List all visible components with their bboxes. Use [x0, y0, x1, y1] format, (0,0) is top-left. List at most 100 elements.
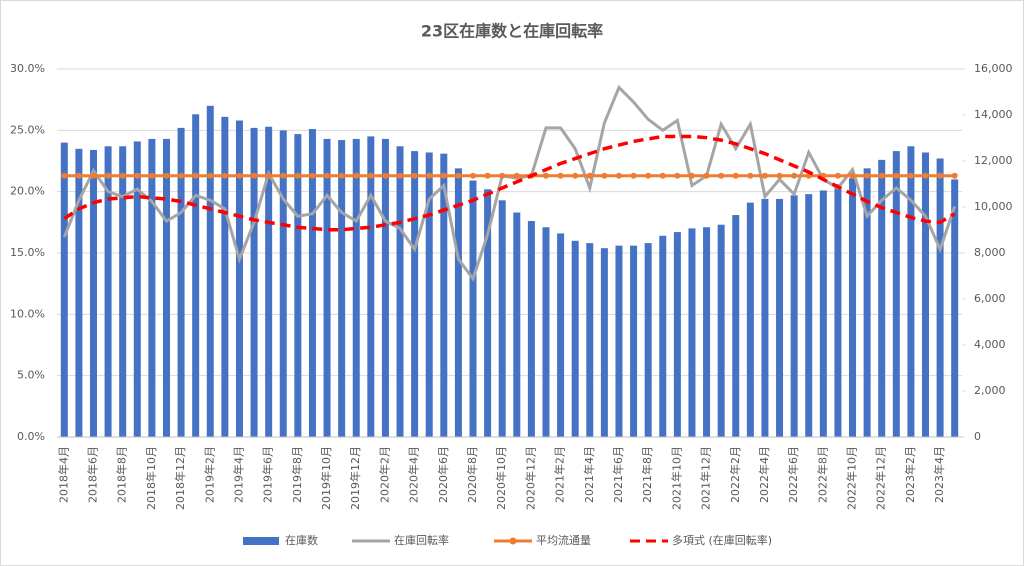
y2-tick-label: 0: [974, 430, 981, 443]
x-tick-label: 2018年10月: [144, 446, 158, 510]
bar: [527, 221, 535, 437]
legend-label: 在庫回転率: [394, 533, 449, 547]
bar: [673, 232, 681, 437]
x-tick-label: 2018年4月: [56, 446, 70, 503]
bar: [89, 149, 97, 437]
bar: [586, 243, 594, 437]
x-tick-label: 2021年4月: [582, 446, 596, 503]
line-marker: [659, 172, 666, 179]
line-marker: [615, 172, 622, 179]
y-tick-label: 30.0%: [10, 62, 45, 75]
legend-marker: [509, 537, 517, 545]
bar: [323, 138, 331, 438]
line-marker: [688, 172, 695, 179]
x-tick-label: 2022年8月: [815, 446, 829, 503]
line-marker: [586, 172, 593, 179]
x-tick-label: 2021年2月: [553, 446, 567, 503]
line-marker: [674, 172, 681, 179]
bar: [367, 136, 375, 437]
y-tick-label: 0.0%: [17, 430, 45, 443]
line-marker: [455, 172, 462, 179]
y2-tick-label: 6,000: [974, 292, 1006, 305]
line-marker: [937, 172, 944, 179]
x-tick-label: 2019年2月: [202, 446, 216, 503]
x-tick-label: 2020年12月: [523, 446, 537, 510]
line-marker: [601, 172, 608, 179]
y-tick-label: 5.0%: [17, 369, 45, 382]
line-marker: [761, 172, 768, 179]
line-marker: [207, 172, 214, 179]
bar: [119, 146, 127, 437]
line-marker: [484, 172, 491, 179]
line-marker: [922, 172, 929, 179]
bar: [717, 224, 725, 437]
line-marker: [353, 172, 360, 179]
bar: [221, 116, 229, 437]
bar: [411, 151, 419, 438]
bar: [892, 151, 900, 438]
bar: [805, 194, 813, 437]
y2-tick-label: 8,000: [974, 246, 1006, 259]
line-marker: [75, 172, 82, 179]
x-tick-label: 2020年10月: [494, 446, 508, 510]
bar: [250, 127, 258, 437]
x-tick-label: 2018年8月: [115, 446, 129, 503]
bar: [688, 228, 696, 437]
legend-label: 平均流通量: [536, 533, 591, 547]
line-marker: [893, 172, 900, 179]
y2-tick-label: 12,000: [974, 154, 1013, 167]
bar: [819, 190, 827, 437]
line-marker: [324, 172, 331, 179]
bar: [484, 189, 492, 437]
line-marker: [703, 172, 710, 179]
bar: [104, 146, 112, 437]
line-marker: [572, 172, 579, 179]
bar: [600, 248, 608, 437]
bar: [60, 142, 68, 437]
bar: [352, 138, 360, 438]
bar: [75, 148, 83, 437]
line-marker: [251, 172, 258, 179]
chart-title: 23区在庫数と在庫回転率: [421, 22, 603, 41]
y2-tick-label: 14,000: [974, 108, 1013, 121]
line-marker: [192, 172, 199, 179]
bar: [235, 120, 243, 438]
line-marker: [397, 172, 404, 179]
x-tick-label: 2022年2月: [728, 446, 742, 503]
line-marker: [557, 172, 564, 179]
bar: [279, 130, 287, 437]
bar: [644, 243, 652, 437]
y2-tick-label: 16,000: [974, 62, 1013, 75]
line-marker: [499, 172, 506, 179]
bar: [206, 105, 214, 438]
x-tick-label: 2023年2月: [903, 446, 917, 503]
line-marker: [90, 172, 97, 179]
bar: [338, 140, 346, 437]
bar: [557, 233, 565, 437]
legend-label: 多項式 (在庫回転率): [672, 533, 772, 547]
x-tick-label: 2021年8月: [640, 446, 654, 503]
x-tick-label: 2021年10月: [669, 446, 683, 510]
bar: [177, 127, 185, 437]
line-marker: [513, 172, 520, 179]
y2-tick-label: 2,000: [974, 384, 1006, 397]
bar: [907, 146, 915, 437]
line-marker: [367, 172, 374, 179]
line-marker: [265, 172, 272, 179]
bar: [162, 138, 170, 438]
line-marker: [221, 172, 228, 179]
bar: [849, 178, 857, 437]
bar: [571, 240, 579, 437]
bar: [834, 184, 842, 437]
bar: [703, 227, 711, 437]
bar: [265, 126, 273, 437]
bar: [192, 114, 200, 437]
x-tick-label: 2022年4月: [757, 446, 771, 503]
line-marker: [163, 172, 170, 179]
bar: [469, 180, 477, 438]
bar: [615, 245, 623, 437]
x-tick-label: 2019年10月: [319, 446, 333, 510]
x-tick-label: 2019年8月: [290, 446, 304, 503]
line-marker: [61, 172, 68, 179]
x-tick-label: 2022年10月: [845, 446, 859, 510]
